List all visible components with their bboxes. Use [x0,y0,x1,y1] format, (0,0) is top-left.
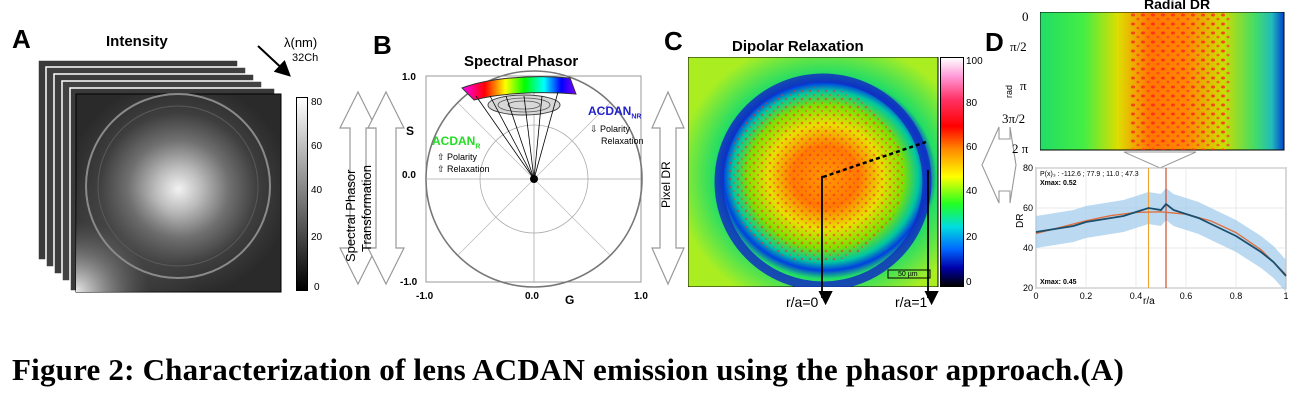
y-tick-label: 60 [1023,203,1033,213]
acdan-r-relaxation: ⇧ Relaxation [437,164,490,174]
panel-letter-b: B [373,30,392,60]
y-tick-label: 40 [1023,243,1033,253]
lambda-arrow [257,45,291,77]
intensity-tick: 60 [311,141,323,152]
rad-tick: 3π/2 [1002,111,1026,126]
y-tick-label: 80 [1023,163,1033,173]
rad-tick: π [1020,78,1027,93]
dr-profile-line [1035,202,1287,277]
xmax-label-2: Xmax: 0.45 [1040,279,1077,286]
lambda-label: λ(nm) [284,35,318,50]
intensity-title: Intensity [106,33,168,50]
intensity-colorbar [296,97,308,291]
acdan-nr-polarity: ⇩ Polarity [590,124,631,134]
x-tick-label: 0.4 [1130,291,1143,301]
channels-label: 32Ch [292,52,319,64]
acdan-nr-label: ACDANNR [588,104,642,121]
dr-colorbar-tick: 80 [966,98,978,109]
scalebar-label: 50 µm [898,271,918,278]
dr-colorbar-tick: 20 [966,232,978,243]
dr-colorbar-tick: 40 [966,186,978,197]
intensity-image-stack [37,59,282,293]
s-axis-label: S [406,124,415,138]
acdan-nr-relaxation: Relaxation [601,136,644,146]
panel-letter-d: D [985,27,1004,57]
rad-tick: 2 π [1012,141,1029,156]
panel-letter-a: A [12,24,31,54]
x-tick-label: 0.6 [1180,291,1193,301]
x-tick-label: 1 [1283,291,1288,301]
y-tick-label: 20 [1023,283,1033,293]
acdan-r-label: ACDANR [432,134,481,151]
rad-axis-label: rad [1004,84,1014,98]
pixel-dr-arrow [651,90,685,286]
dr-colorbar-tick: 60 [966,142,978,153]
s-tick: -1.0 [400,277,418,288]
g-axis-label: G [565,293,575,307]
rad-tick: π/2 [1010,39,1027,54]
radial-dr-map [1040,12,1285,151]
radial-dr-profile-chart: P(x)₃ : -112.6 ; 77.9 ; 11.0 ; 47.3 Xmax… [1023,163,1289,301]
dipolar-relaxation-title: Dipolar Relaxation [732,38,864,55]
rad-tick: 0 [1022,9,1029,24]
panel-letter-c: C [664,26,683,56]
intensity-tick: 0 [314,282,320,293]
radial-arrow [981,126,1017,204]
dr-colorbar-tick: 0 [966,277,972,288]
g-tick: 1.0 [634,291,648,302]
intensity-tick: 80 [311,97,323,108]
s-tick: 1.0 [402,72,416,83]
dr-colorbar-tick: 100 [966,56,983,67]
intensity-tick: 20 [311,232,323,243]
pixel-dr-label: Pixel DR [659,161,673,208]
ra-axis-label: r/a [1143,296,1155,307]
uncertainty-band [1036,188,1286,292]
radius-arrows [818,170,939,306]
fit-curve [1035,211,1287,276]
radial-dr-title: Radial DR [1144,0,1211,12]
spectral-phasor-title: Spectral Phasor [464,53,579,70]
r-a-1-label: r/a=1 [895,294,928,310]
g-tick: 0.0 [525,291,539,302]
acdan-r-polarity: ⇧ Polarity [437,152,478,162]
spectral-phasor-transform-label: Spectral Phasor Transformation [343,165,374,262]
intensity-tick: 40 [311,185,323,196]
s-tick: 0.0 [402,170,416,181]
map-to-profile-arrow [1123,151,1197,169]
dipolar-relaxation-image: 50 µm [688,57,939,287]
figure-caption: Figure 2: Characterization of lens ACDAN… [12,352,1125,387]
g-tick: -1.0 [416,291,434,302]
x-tick-label: 0.2 [1080,291,1093,301]
xmax-label-1: Xmax: 0.52 [1040,180,1077,187]
dr-colorbar [940,57,964,287]
fit-parameters: P(x)₃ : -112.6 ; 77.9 ; 11.0 ; 47.3 [1040,171,1139,178]
spectral-phasor-arrow [339,90,405,286]
x-tick-label: 0 [1033,291,1038,301]
phasor-plot [425,70,643,288]
x-tick-label: 0.8 [1230,291,1243,301]
r-a-0-label: r/a=0 [786,294,819,310]
dr-axis-label: DR [1015,213,1026,228]
